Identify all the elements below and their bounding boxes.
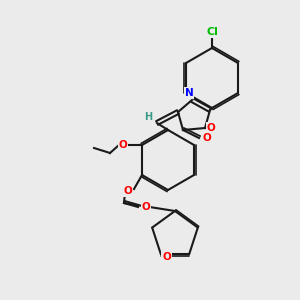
Text: O: O — [163, 252, 171, 262]
Text: O: O — [118, 140, 127, 150]
Text: N: N — [184, 88, 194, 98]
Text: O: O — [202, 133, 211, 143]
Text: Cl: Cl — [206, 27, 218, 37]
Text: O: O — [207, 123, 215, 133]
Text: O: O — [124, 186, 132, 196]
Text: O: O — [142, 202, 150, 212]
Text: H: H — [144, 112, 152, 122]
